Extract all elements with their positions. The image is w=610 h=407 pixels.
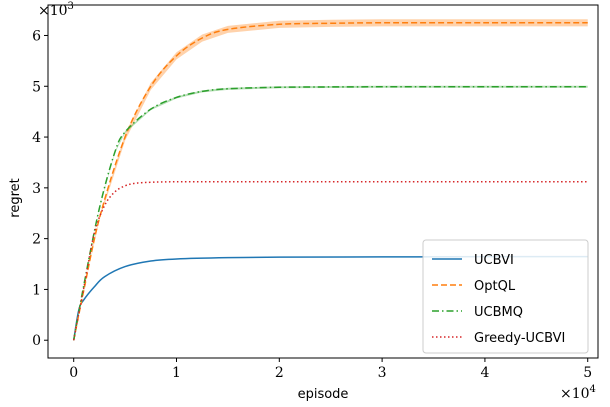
x-tick-label: 1 bbox=[172, 365, 181, 381]
series-line-greedy-ucbvi bbox=[72, 180, 588, 341]
x-axis-ticks: 0 1 2 3 4 5 bbox=[69, 358, 592, 381]
legend-label-ucbvi: UCBVI bbox=[474, 253, 514, 268]
y-tick-label: 3 bbox=[32, 181, 41, 197]
y-axis-label: regret bbox=[8, 178, 23, 217]
x-tick-label: 5 bbox=[583, 365, 592, 381]
y-tick-label: 0 bbox=[32, 333, 41, 349]
x-tick-label: 0 bbox=[69, 365, 78, 381]
y-multiplier: ×103 bbox=[38, 1, 74, 19]
series-lines bbox=[72, 21, 588, 341]
x-tick-label: 4 bbox=[480, 365, 489, 381]
x-axis-label: episode bbox=[298, 387, 349, 402]
legend-box bbox=[422, 239, 589, 354]
x-tick-label: 3 bbox=[378, 365, 387, 381]
plot-frame bbox=[47, 4, 599, 359]
x-tick-label: 2 bbox=[275, 365, 284, 381]
y-tick-label: 6 bbox=[32, 28, 41, 44]
y-tick-label: 1 bbox=[32, 282, 41, 298]
series-line-optql bbox=[72, 21, 588, 341]
y-tick-label: 5 bbox=[32, 79, 41, 95]
legend-label-greedy-ucbvi: Greedy-UCBVI bbox=[474, 331, 565, 346]
y-axis-ticks: 0 1 2 3 4 5 6 bbox=[32, 28, 48, 349]
y-tick-label: 4 bbox=[32, 130, 41, 146]
legend: UCBVI OptQL UCBMQ Greedy-UCBVI bbox=[422, 239, 589, 354]
legend-label-ucbmq: UCBMQ bbox=[474, 305, 523, 320]
legend-label-optql: OptQL bbox=[474, 279, 516, 294]
series-line-ucbvi bbox=[72, 255, 588, 341]
y-tick-label: 2 bbox=[32, 232, 41, 248]
x-multiplier: ×104 bbox=[560, 384, 596, 402]
series-line-ucbmq bbox=[72, 85, 588, 341]
